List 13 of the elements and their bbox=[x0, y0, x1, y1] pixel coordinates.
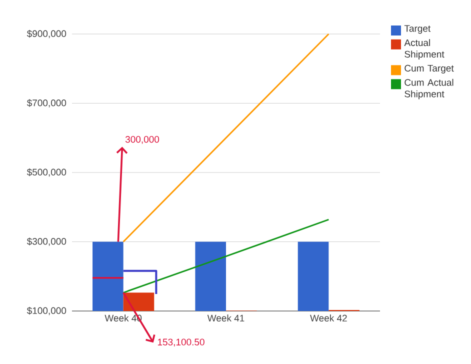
y-tick-label: $100,000 bbox=[26, 306, 66, 316]
y-tick-label: $500,000 bbox=[26, 168, 66, 177]
y-tick-label: $900,000 bbox=[26, 30, 66, 38]
legend-label: Cum Target bbox=[404, 64, 454, 74]
legend-label: Actual Shipment bbox=[404, 39, 444, 60]
annotation: 153,100.50 bbox=[158, 338, 204, 347]
y-tick-label: $300,000 bbox=[26, 238, 66, 246]
x-tick-label: Week 41 bbox=[207, 314, 244, 322]
y-tick-label: $700,000 bbox=[26, 99, 66, 108]
legend-label: Target bbox=[404, 25, 431, 34]
legend-label: Cum Actual Shipment bbox=[404, 78, 454, 100]
annotation: 300,000 bbox=[125, 136, 160, 144]
x-tick-label: Week 42 bbox=[310, 314, 347, 322]
